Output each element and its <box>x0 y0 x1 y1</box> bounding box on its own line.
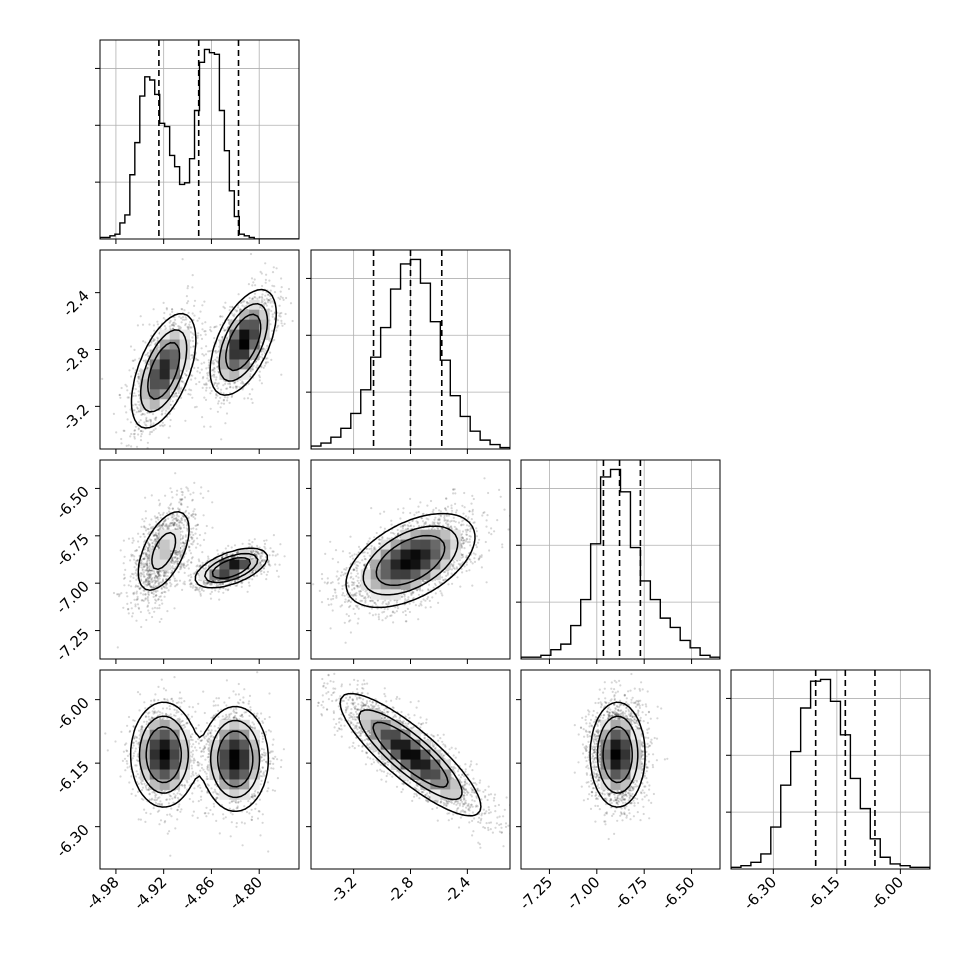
xtick-label-2-3: -6.50 <box>658 873 698 913</box>
ytick-label-3-2: -6.00 <box>53 694 93 734</box>
panel-frame-0-0 <box>99 39 300 240</box>
ytick-label-2-1: -7.00 <box>53 577 93 617</box>
contour-3-1-1 <box>358 709 463 801</box>
contour-3-2-0 <box>589 701 646 808</box>
contour-3-2-1 <box>596 715 639 794</box>
xtick-label-0-1: -4.92 <box>130 873 170 913</box>
ytick-label-3-0: -6.30 <box>53 821 93 861</box>
histogram-1 <box>311 250 510 449</box>
contour-2-1-1 <box>362 525 459 596</box>
scatter-panel-3-0 <box>104 671 285 857</box>
scatter-panel-3-2 <box>573 672 669 841</box>
scatter-points-2-0 <box>112 472 286 649</box>
contour-3-1-2 <box>372 721 449 788</box>
panel-frame-3-2 <box>520 669 721 870</box>
xtick-label-0-0: -4.98 <box>83 873 123 913</box>
ytick-label-1-0: -3.2 <box>59 400 92 433</box>
histogram-step-3 <box>731 678 930 869</box>
scatter-panel-1-0 <box>101 252 294 449</box>
ytick-label-2-2: -6.75 <box>53 530 93 570</box>
contour-1-0-0 <box>130 288 278 429</box>
ytick-label-2-0: -7.25 <box>53 625 93 665</box>
xtick-label-3-2: -6.00 <box>867 873 907 913</box>
contour-2-0-2 <box>211 556 252 580</box>
density-cells-2-1 <box>360 529 461 600</box>
xtick-label-0-3: -4.80 <box>226 873 266 913</box>
contour-3-1-0 <box>339 692 482 817</box>
panel-frame-2-0 <box>99 459 300 660</box>
histogram-3 <box>731 670 930 869</box>
contour-2-0-0 <box>137 511 269 591</box>
contour-1-0-1 <box>139 302 269 413</box>
ytick-label-2-3: -6.50 <box>53 483 93 523</box>
ytick-label-1-2: -2.4 <box>59 287 92 320</box>
scatter-points-1-0 <box>101 252 294 449</box>
histogram-2 <box>521 460 720 659</box>
contour-3-2-2 <box>602 726 633 784</box>
contour-2-1-2 <box>375 534 446 587</box>
scatter-panel-2-1 <box>312 477 510 644</box>
contour-2-1-0 <box>345 512 476 609</box>
contour-3-0-2 <box>145 726 254 788</box>
xtick-label-1-0: -3.2 <box>327 873 360 906</box>
xtick-label-2-0: -7.25 <box>516 873 556 913</box>
ytick-label-1-1: -2.8 <box>59 344 92 377</box>
histogram-0 <box>100 40 299 239</box>
xtick-label-3-1: -6.15 <box>804 873 844 913</box>
contour-2-0-1 <box>151 531 259 584</box>
density-cells-3-2 <box>600 719 641 790</box>
xtick-label-2-2: -6.75 <box>611 873 651 913</box>
panel-frame-2-2 <box>520 459 721 660</box>
histogram-step-0 <box>100 48 299 239</box>
ytick-label-3-1: -6.15 <box>53 757 93 797</box>
histogram-step-2 <box>521 468 720 659</box>
contour-1-0-2 <box>147 313 262 400</box>
panel-frame-3-0 <box>99 669 300 870</box>
panel-frame-3-3 <box>730 669 931 870</box>
contour-3-0-0 <box>129 701 270 813</box>
xtick-label-2-1: -7.00 <box>563 873 603 913</box>
xtick-label-1-1: -2.8 <box>384 873 417 906</box>
scatter-panel-2-0 <box>112 472 286 649</box>
scatter-panel-3-1 <box>316 672 510 849</box>
contour-3-0-1 <box>138 715 261 799</box>
xtick-label-3-0: -6.30 <box>740 873 780 913</box>
xtick-label-1-2: -2.4 <box>441 873 474 906</box>
xtick-label-0-2: -4.86 <box>178 873 218 913</box>
